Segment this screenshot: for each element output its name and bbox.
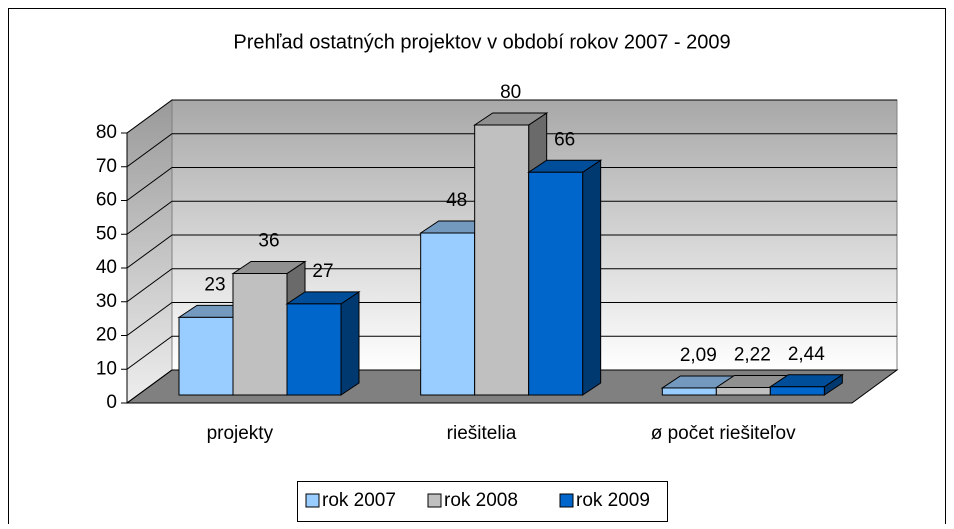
y-tick-label: 40 <box>96 257 117 278</box>
legend-swatch <box>427 493 442 508</box>
grid-line <box>126 200 897 235</box>
y-tick-label: 20 <box>96 325 117 346</box>
data-label: 2,09 <box>680 345 717 366</box>
x-tick-label: ø počet riešiteľov <box>651 423 796 444</box>
grid-line <box>126 268 897 303</box>
bar <box>715 387 771 396</box>
y-tick-label: 60 <box>96 190 117 211</box>
data-label: 48 <box>446 190 467 211</box>
y-tick-label: 80 <box>96 122 117 143</box>
legend-swatch <box>305 493 320 508</box>
legend-label: rok 2009 <box>576 490 650 511</box>
bar-side <box>340 290 360 396</box>
grid-line <box>126 302 897 336</box>
bar <box>420 232 476 396</box>
x-tick-label: riešitelia <box>447 423 517 444</box>
data-label: 36 <box>258 231 279 252</box>
legend-label: rok 2007 <box>322 490 396 511</box>
bar <box>232 273 288 396</box>
x-tick-label: projekty <box>207 423 274 444</box>
y-tick-label: 70 <box>96 156 117 177</box>
legend-label: rok 2008 <box>444 490 518 511</box>
bar <box>661 387 717 396</box>
data-label: 80 <box>500 82 521 103</box>
grid-line <box>126 99 897 134</box>
bar <box>286 303 342 396</box>
y-tick-label: 50 <box>96 223 117 244</box>
grid-line <box>126 167 897 201</box>
bar <box>178 316 234 396</box>
grid-line <box>126 234 897 269</box>
data-label: 2,22 <box>734 345 771 366</box>
bar-side <box>582 159 602 396</box>
grid-line <box>126 335 897 370</box>
y-tick-label: 10 <box>96 358 117 379</box>
data-label: 23 <box>204 274 225 295</box>
data-label: 2,44 <box>788 344 825 365</box>
y-tick-label: 30 <box>96 291 117 312</box>
bar <box>474 124 530 396</box>
grid-line <box>126 133 897 168</box>
y-tick-label: 0 <box>106 392 117 413</box>
legend-swatch <box>559 493 574 508</box>
data-label: 27 <box>312 261 333 282</box>
bar <box>769 386 825 396</box>
data-label: 66 <box>554 129 575 150</box>
bar <box>528 171 584 396</box>
chart-title: Prehľad ostatných projektov v období rok… <box>233 31 730 53</box>
grid-line <box>126 369 897 404</box>
legend <box>297 481 668 522</box>
